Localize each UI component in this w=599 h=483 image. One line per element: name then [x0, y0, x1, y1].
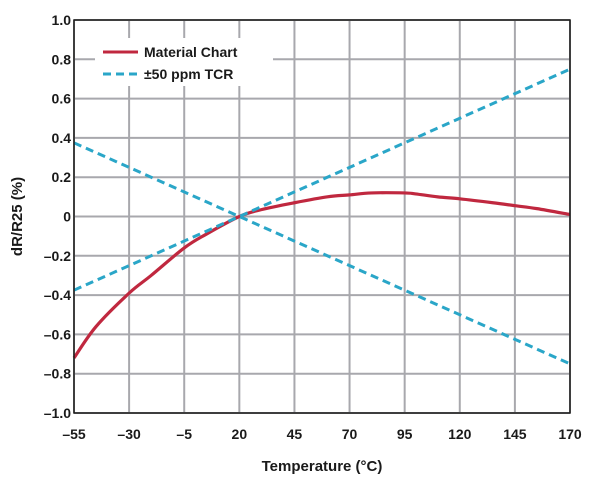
- y-axis-title: dR/R25 (%): [9, 177, 26, 256]
- tcr-line-1: [73, 67, 571, 292]
- legend-label-tcr: ±50 ppm TCR: [144, 66, 233, 82]
- series-layer: [72, 67, 571, 366]
- y-tick-label: 0.4: [52, 130, 72, 146]
- material-chart-line: [72, 191, 571, 359]
- x-axis-title: Temperature (°C): [262, 458, 383, 475]
- legend-background: [95, 38, 273, 86]
- y-tick-label: 0.6: [52, 91, 72, 107]
- x-tick-label: –5: [176, 426, 192, 442]
- x-tick-label: 95: [397, 426, 413, 442]
- x-tick-label: 120: [448, 426, 472, 442]
- y-tick-label: –1.0: [44, 405, 71, 421]
- legend-label-material-chart: Material Chart: [144, 44, 238, 60]
- y-tick-label: –0.2: [44, 248, 71, 264]
- y-tick-label: 1.0: [52, 12, 72, 28]
- y-tick-label: –0.8: [44, 366, 71, 382]
- x-tick-label: 170: [558, 426, 582, 442]
- x-tick-label: –55: [62, 426, 86, 442]
- x-tick-label: 70: [342, 426, 358, 442]
- x-tick-label: –30: [117, 426, 141, 442]
- y-tick-label: –0.6: [44, 326, 71, 342]
- y-tick-label: 0.2: [52, 169, 72, 185]
- x-tick-labels: –55 –30 –5 20 45 70 95 120 145 170: [62, 426, 582, 442]
- y-tick-label: 0.8: [52, 51, 72, 67]
- x-tick-label: 145: [503, 426, 527, 442]
- y-tick-label: 0: [63, 209, 71, 225]
- tcr-line-2: [73, 141, 571, 366]
- x-tick-label: 45: [287, 426, 303, 442]
- legend: Material Chart ±50 ppm TCR: [95, 38, 273, 86]
- plot-frame: [73, 19, 571, 414]
- x-tick-label: 20: [232, 426, 248, 442]
- y-tick-labels: 1.0 0.8 0.6 0.4 0.2 0 –0.2 –0.4 –0.6 –0.8 –1.0: [44, 12, 71, 421]
- y-tick-label: –0.4: [44, 287, 71, 303]
